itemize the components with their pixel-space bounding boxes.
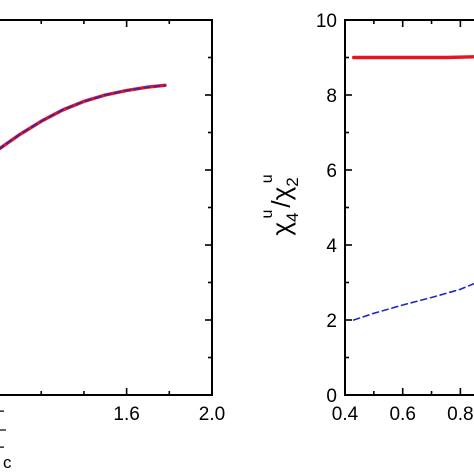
y-label-chi-2: χ bbox=[266, 186, 296, 200]
left-x-label-denominator: T bbox=[0, 443, 4, 462]
left-x-tick-label: 1.6 bbox=[113, 404, 139, 425]
right-axis-ticks: 0.4 0.6 0.8 0 2 4 6 8 10 bbox=[316, 11, 474, 425]
left-plot-area bbox=[0, 83, 167, 151]
right-y-tick-label: 8 bbox=[326, 86, 337, 107]
left-series-solid-line-0 bbox=[0, 83, 167, 151]
right-y-tick-label: 4 bbox=[326, 236, 337, 257]
y-label-sup-u-2: u bbox=[259, 174, 276, 183]
left-x-label-subscript: c bbox=[3, 453, 12, 472]
right-x-tick-label: 0.6 bbox=[389, 404, 415, 425]
left-x-label-numerator: T bbox=[0, 407, 4, 426]
svg-text:χ4u/χ2u: χ4u/χ2u bbox=[259, 174, 302, 235]
y-label-sub-2: 2 bbox=[283, 177, 302, 186]
right-y-tick-label: 6 bbox=[326, 161, 337, 182]
y-label-sub-4: 4 bbox=[283, 213, 302, 222]
left-axis-ticks: 1.6 2.0 bbox=[40, 19, 225, 425]
y-label-chi-4: χ bbox=[266, 222, 296, 236]
left-plot-frame bbox=[0, 19, 213, 396]
left-panel: 1.6 2.0 T T c bbox=[0, 19, 225, 472]
right-y-tick-label: 2 bbox=[326, 311, 337, 332]
right-plot-frame bbox=[344, 19, 474, 396]
right-y-tick-label: 10 bbox=[316, 11, 337, 32]
right-series-dashed-line-1 bbox=[352, 282, 474, 321]
right-y-tick-label: 0 bbox=[326, 386, 337, 407]
right-x-tick-label: 0.8 bbox=[447, 404, 473, 425]
right-x-tick-label: 0.4 bbox=[332, 404, 359, 425]
right-plot-area bbox=[352, 55, 474, 321]
y-label-sup-u-1: u bbox=[259, 210, 276, 219]
right-series-solid-line-0 bbox=[352, 55, 474, 60]
y-label-slash: / bbox=[266, 200, 296, 208]
left-x-tick-label: 2.0 bbox=[199, 404, 225, 425]
right-y-axis-label: χ4u/χ2u bbox=[259, 174, 302, 235]
left-series-dashed-line-1 bbox=[0, 84, 166, 150]
left-x-axis-label: T T c bbox=[0, 407, 12, 472]
